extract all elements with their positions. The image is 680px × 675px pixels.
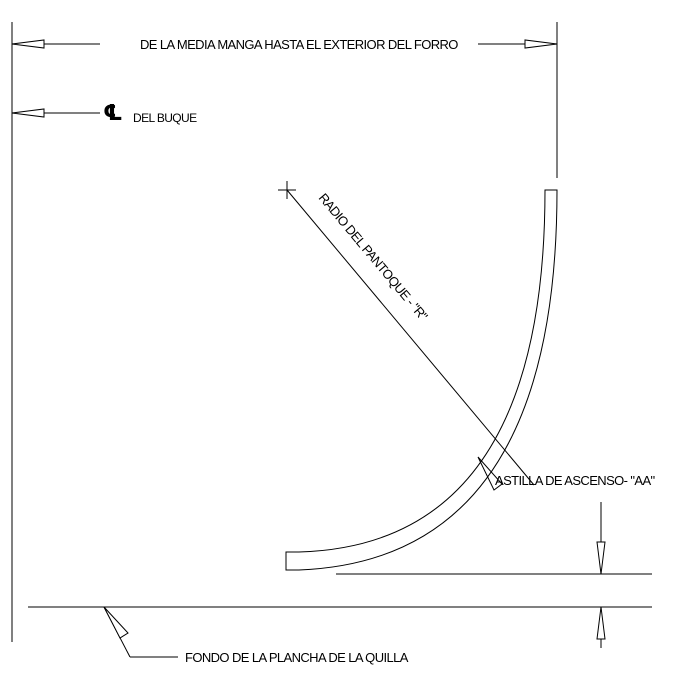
arrowhead-right-icon [524,39,558,49]
bilge-plate [285,189,558,571]
arrowhead-up-left-icon [103,606,129,639]
keel-leader [103,606,178,658]
half-breadth-dimension [11,39,558,49]
arrowhead-left-icon [11,39,45,49]
keel-bottom-label: FONDO DE LA PLANCHA DE LA QUILLA [185,650,409,665]
bilge-radius-label: RADIO DEL PANTOQUE - "R" [316,190,431,324]
deadrise-label: ASTILLA DE ASCENSO- "AA" [495,473,656,488]
centerline-leader [11,108,100,118]
half-breadth-label: DE LA MEDIA MANGA HASTA EL EXTERIOR DEL … [140,37,458,52]
centerline-symbol: ℄ [103,101,123,126]
arrowhead-left-icon [11,108,45,118]
bilge-radius-line [286,189,535,486]
arrowhead-up-icon [596,606,606,640]
centerline-label: DEL BUQUE [133,111,197,125]
arrowhead-down-icon [596,541,606,575]
